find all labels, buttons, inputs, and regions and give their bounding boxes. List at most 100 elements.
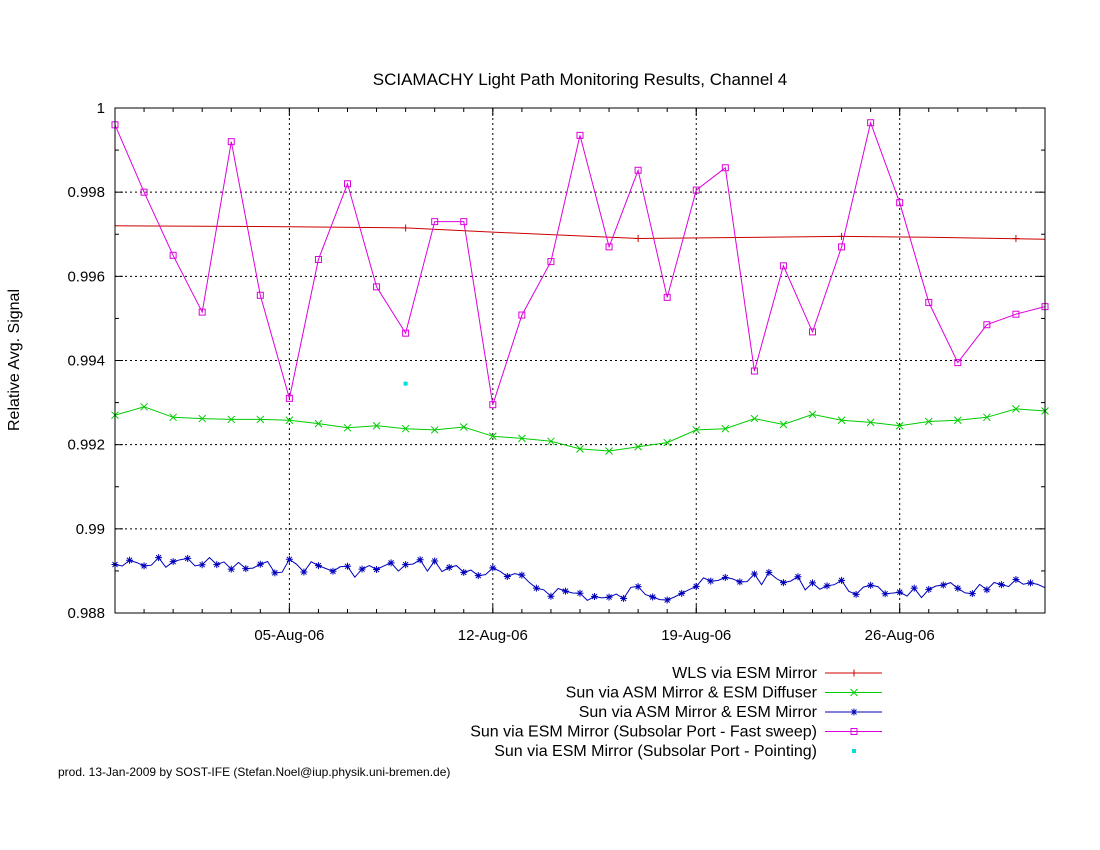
data-point bbox=[343, 423, 352, 432]
data-point bbox=[1012, 310, 1020, 318]
data-point bbox=[401, 424, 410, 433]
data-point bbox=[1012, 234, 1020, 242]
data-point bbox=[140, 188, 148, 196]
data-point bbox=[489, 401, 497, 409]
data-point bbox=[605, 447, 613, 455]
y-tick-label: 0.994 bbox=[67, 353, 105, 370]
legend-label: Sun via ESM Mirror (Subsolar Port - Fast… bbox=[470, 724, 817, 741]
data-point bbox=[372, 421, 381, 430]
data-point bbox=[779, 262, 787, 270]
series-line bbox=[114, 120, 1046, 405]
y-tick-label: 0.988 bbox=[67, 605, 105, 622]
data-point bbox=[866, 418, 875, 427]
data-point bbox=[198, 308, 206, 316]
x-tick-label: 12-Aug-06 bbox=[458, 627, 528, 644]
series-line bbox=[114, 225, 1046, 240]
y-axis-ticks: 0.988 0.99 0.992 0.994 0.996 0.998 1 bbox=[67, 100, 1045, 622]
y-tick-label: 0.99 bbox=[76, 521, 105, 538]
data-point bbox=[344, 180, 351, 188]
y-tick-label: 1 bbox=[97, 100, 105, 117]
plot-frame bbox=[114, 107, 1046, 614]
data-point bbox=[227, 415, 236, 424]
data-point bbox=[721, 164, 729, 172]
data-point bbox=[227, 138, 235, 146]
legend-label: Sun via ASM Mirror & ESM Mirror bbox=[579, 704, 818, 721]
data-point bbox=[953, 416, 962, 425]
legend-label: Sun via ASM Mirror & ESM Diffuser bbox=[566, 685, 818, 702]
data-point bbox=[256, 415, 265, 424]
x-tick-label: 05-Aug-06 bbox=[254, 627, 324, 644]
grid bbox=[115, 108, 1045, 613]
data-point bbox=[779, 420, 788, 429]
data-point bbox=[285, 416, 294, 425]
data-point bbox=[518, 434, 526, 443]
data-point bbox=[576, 131, 584, 139]
data-point bbox=[924, 417, 933, 426]
series-1 bbox=[114, 224, 1046, 242]
data-point bbox=[750, 414, 759, 423]
data-point bbox=[285, 394, 293, 402]
data-point bbox=[314, 419, 323, 428]
data-point bbox=[925, 298, 933, 306]
legend-marker bbox=[850, 688, 858, 697]
data-point bbox=[605, 243, 613, 251]
data-point bbox=[198, 414, 207, 423]
data-point bbox=[169, 413, 177, 422]
legend-label: Sun via ESM Mirror (Subsolar Port - Poin… bbox=[494, 743, 817, 760]
data-point bbox=[459, 423, 468, 431]
data-point bbox=[867, 119, 875, 127]
legend: WLS via ESM Mirror Sun via ASM Mirror & E… bbox=[470, 665, 882, 760]
data-point bbox=[896, 199, 904, 207]
y-axis-label: Relative Avg. Signal bbox=[6, 289, 23, 431]
data-point bbox=[576, 445, 584, 453]
data-point bbox=[460, 218, 468, 226]
x-tick-label: 19-Aug-06 bbox=[661, 627, 731, 644]
data-point bbox=[692, 186, 700, 194]
data-point bbox=[895, 421, 904, 430]
data-point bbox=[663, 438, 672, 447]
data-point bbox=[692, 426, 701, 434]
series-2 bbox=[111, 402, 1049, 455]
data-point bbox=[430, 426, 439, 434]
data-point bbox=[750, 367, 758, 375]
legend-label: WLS via ESM Mirror bbox=[672, 665, 818, 682]
chart-title: SCIAMACHY Light Path Monitoring Results,… bbox=[373, 70, 788, 89]
series-line bbox=[114, 556, 1046, 602]
data-point bbox=[837, 416, 846, 425]
data-point bbox=[547, 437, 555, 446]
data-point bbox=[809, 328, 816, 336]
series-3 bbox=[111, 554, 1046, 604]
data-point bbox=[721, 424, 730, 433]
series-4 bbox=[111, 119, 1049, 409]
data-point bbox=[256, 291, 264, 299]
data-point bbox=[634, 442, 642, 451]
legend-marker bbox=[852, 749, 856, 753]
data-point bbox=[634, 234, 642, 242]
legend-marker bbox=[850, 728, 858, 735]
data-point bbox=[169, 251, 177, 259]
data-point bbox=[663, 293, 671, 301]
y-tick-label: 0.992 bbox=[67, 437, 105, 454]
data-point bbox=[838, 243, 846, 251]
data-point bbox=[954, 359, 962, 367]
data-point bbox=[983, 321, 991, 329]
data-point bbox=[402, 224, 410, 232]
footer-text: prod. 13-Jan-2009 by SOST-IFE (Stefan.No… bbox=[58, 765, 450, 779]
x-axis-ticks: 05-Aug-06 12-Aug-06 19-Aug-06 26-Aug-06 bbox=[143, 108, 1017, 644]
data-point bbox=[547, 258, 555, 266]
y-tick-label: 0.998 bbox=[67, 184, 105, 201]
x-tick-label: 26-Aug-06 bbox=[865, 627, 935, 644]
data-point bbox=[1012, 405, 1020, 413]
data-point bbox=[808, 410, 817, 419]
y-tick-label: 0.996 bbox=[67, 268, 105, 285]
data-point bbox=[402, 329, 410, 337]
legend-marker bbox=[850, 708, 858, 716]
data-point bbox=[140, 402, 148, 411]
data-point bbox=[373, 283, 381, 291]
data-point bbox=[488, 432, 497, 441]
data-point bbox=[314, 256, 322, 263]
series-5 bbox=[403, 381, 408, 386]
legend-marker bbox=[850, 669, 858, 677]
data-point bbox=[634, 166, 642, 174]
